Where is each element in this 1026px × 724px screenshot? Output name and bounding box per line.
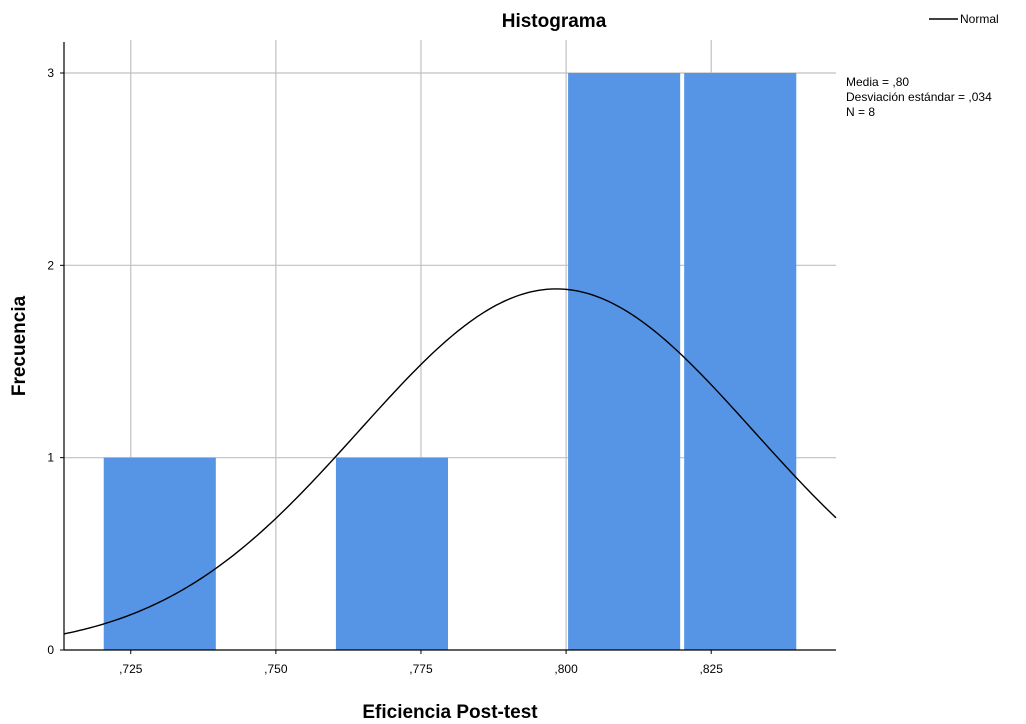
histogram-bar [684, 73, 797, 650]
histogram-bar [103, 457, 216, 650]
y-tick-label: 3 [47, 66, 54, 80]
stats-mean: Media = ,80 [846, 75, 909, 89]
x-tick-label: ,825 [700, 662, 724, 676]
x-tick-labels: ,725 ,750 ,775 ,800 ,825 [119, 662, 723, 676]
x-tick-label: ,725 [119, 662, 143, 676]
histogram-bar [335, 457, 448, 650]
bars [103, 73, 797, 650]
histogram-bar [568, 73, 681, 650]
stats-box: Media = ,80 Desviación estándar = ,034 N… [846, 75, 992, 119]
x-axis-title: Eficiencia Post-test [362, 702, 538, 723]
stats-n: N = 8 [846, 105, 875, 119]
x-tick-label: ,775 [409, 662, 433, 676]
y-tick-label: 1 [47, 451, 54, 465]
x-tick-label: ,750 [264, 662, 288, 676]
y-tick-label: 0 [47, 643, 54, 657]
stats-sd: Desviación estándar = ,034 [846, 90, 992, 104]
legend-label: Normal [960, 12, 999, 26]
normal-curve-line [63, 288, 837, 635]
y-axis-title: Frecuencia [9, 295, 30, 396]
axes [60, 42, 836, 654]
y-tick-label: 2 [47, 258, 54, 272]
y-tick-labels: 0 1 2 3 [47, 66, 54, 657]
x-tick-label: ,800 [554, 662, 578, 676]
chart-title: Histograma [502, 11, 607, 32]
legend: Normal [929, 12, 999, 26]
